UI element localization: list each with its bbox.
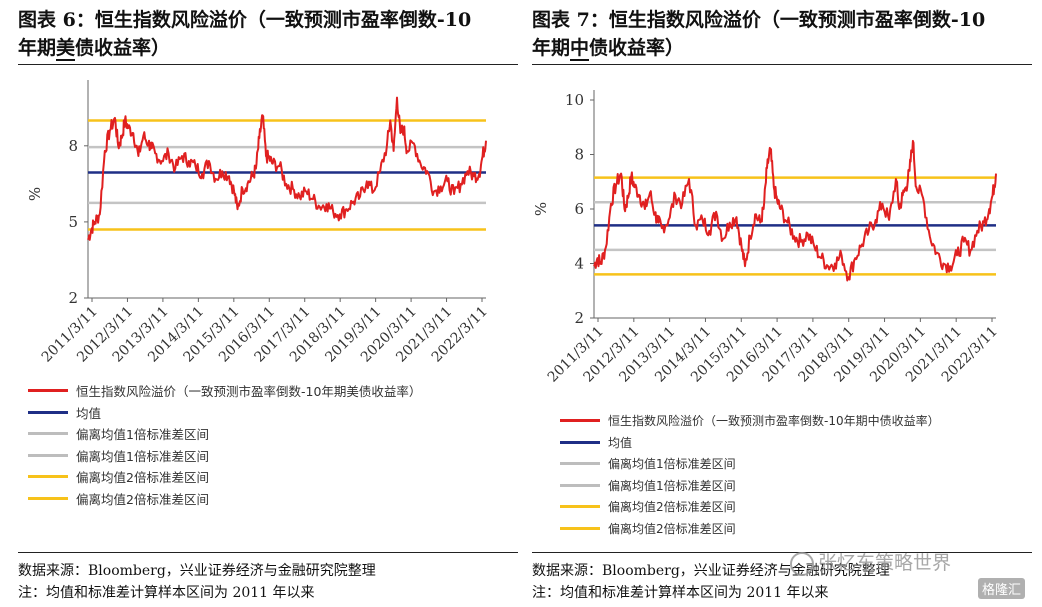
legend-item: 偏离均值2倍标准差区间 (28, 466, 421, 488)
legend-item: 偏离均值2倍标准差区间 (560, 496, 940, 518)
y-tick-label: 2 (574, 309, 584, 327)
legend-swatch (28, 432, 68, 436)
title-line1: 图表 6：恒生指数风险溢价（一致预测市盈率倒数-10 (18, 9, 472, 31)
brand-logo: 格隆汇 (978, 578, 1026, 599)
note-line: 注：均值和标准差计算样本区间为 2011 年以来 (532, 585, 829, 601)
figure-title: 图表 6：恒生指数风险溢价（一致预测市盈率倒数-10 年期美债收益率） (18, 6, 518, 62)
legend-swatch (560, 462, 600, 466)
legend-item: 恒生指数风险溢价（一致预测市盈率倒数-10年期中债收益率） (560, 410, 940, 432)
legend-swatch (28, 389, 68, 393)
legend-item: 偏离均值1倍标准差区间 (560, 475, 940, 497)
y-axis-label: % (532, 202, 550, 216)
legend-swatch (560, 419, 600, 423)
source-line: 数据来源：Bloomberg，兴业证券经济与金融研究院整理 (18, 563, 376, 579)
title-line2-b: 债收益率） (75, 37, 171, 59)
legend: 恒生指数风险溢价（一致预测市盈率倒数-10年期中债收益率） 均值偏离均值1倍标准差… (560, 410, 940, 539)
legend-item: 偏离均值2倍标准差区间 (560, 518, 940, 540)
title-line1: 图表 7：恒生指数风险溢价（一致预测市盈率倒数-10 (532, 9, 986, 31)
risk-premium-series (593, 139, 997, 282)
legend-label: 偏离均值2倍标准差区间 (76, 470, 209, 486)
y-tick-label: 10 (565, 91, 584, 109)
legend-label: 偏离均值1倍标准差区间 (76, 427, 209, 443)
chart-right: 246810%2011/3/112012/3/112013/3/112014/3… (532, 90, 1001, 386)
legend-item: 偏离均值2倍标准差区间 (28, 488, 421, 510)
legend-item: 均值 (560, 432, 940, 454)
y-axis-label: % (26, 187, 44, 201)
legend-label: 恒生指数风险溢价（一致预测市盈率倒数-10年期中债收益率） (608, 414, 940, 429)
y-tick-label: 8 (68, 137, 78, 155)
legend-label: 偏离均值1倍标准差区间 (608, 457, 736, 472)
legend-swatch (28, 453, 68, 457)
legend-item: 偏离均值1倍标准差区间 (560, 453, 940, 475)
legend-swatch (28, 475, 68, 479)
legend-label: 偏离均值2倍标准差区间 (608, 500, 736, 515)
y-tick-label: 4 (574, 255, 584, 273)
figure-title: 图表 7：恒生指数风险溢价（一致预测市盈率倒数-10 年期中债收益率） (532, 6, 1032, 62)
legend-swatch (28, 496, 68, 500)
chart-panel-right: 图表 7：恒生指数风险溢价（一致预测市盈率倒数-10 年期中债收益率） 2 4 6 8… (532, 0, 1037, 607)
title-line2-a: 年期 (532, 37, 571, 59)
title-line2-a: 年期 (18, 37, 57, 59)
legend-label: 偏离均值2倍标准差区间 (76, 491, 209, 507)
legend-label: 均值 (608, 435, 633, 450)
legend-label: 恒生指数风险溢价（一致预测市盈率倒数-10年期美债收益率） (76, 384, 422, 400)
legend-item: 偏离均值1倍标准差区间 (28, 445, 421, 467)
chart-left: 258%2011/3/112012/3/112013/3/112014/3/11… (26, 80, 491, 366)
chart-panel-left: 图表 6：恒生指数风险溢价（一致预测市盈率倒数-10 年期美债收益率） 2 5 8%… (18, 0, 523, 607)
y-tick-label: 5 (68, 213, 78, 231)
y-tick-label: 6 (574, 200, 584, 218)
legend: 恒生指数风险溢价（一致预测市盈率倒数-10年期美债收益率） 均值偏离均值1倍标准差… (28, 380, 421, 509)
source-note: 数据来源：Bloomberg，兴业证券经济与金融研究院整理 注：均值和标准差计算… (18, 560, 376, 604)
legend-swatch (28, 410, 68, 414)
legend-swatch (560, 440, 600, 444)
legend-swatch (560, 526, 600, 530)
bottom-rule (18, 552, 518, 553)
wechat-icon (790, 551, 814, 576)
top-rule (532, 64, 1032, 65)
legend-label: 偏离均值2倍标准差区间 (608, 521, 736, 536)
y-tick-label: 2 (68, 289, 78, 307)
title-highlight: 中 (570, 37, 590, 61)
title-line2-b: 债收益率） (589, 37, 685, 59)
legend-item: 偏离均值1倍标准差区间 (28, 423, 421, 445)
legend-swatch (560, 483, 600, 487)
legend-label: 均值 (76, 405, 102, 421)
top-rule (18, 64, 518, 65)
watermark: 张忆东策略世界 (790, 548, 951, 576)
legend-swatch (560, 505, 600, 509)
note-line: 注：均值和标准差计算样本区间为 2011 年以来 (18, 585, 315, 601)
watermark-text: 张忆东策略世界 (818, 552, 952, 574)
legend-label: 偏离均值1倍标准差区间 (608, 478, 736, 493)
legend-item: 均值 (28, 402, 421, 424)
legend-item: 恒生指数风险溢价（一致预测市盈率倒数-10年期美债收益率） (28, 380, 421, 402)
title-highlight: 美 (56, 37, 76, 61)
y-tick-label: 8 (574, 146, 584, 164)
legend-label: 偏离均值1倍标准差区间 (76, 448, 209, 464)
risk-premium-series (87, 96, 487, 241)
bottom-rule (532, 552, 1032, 553)
